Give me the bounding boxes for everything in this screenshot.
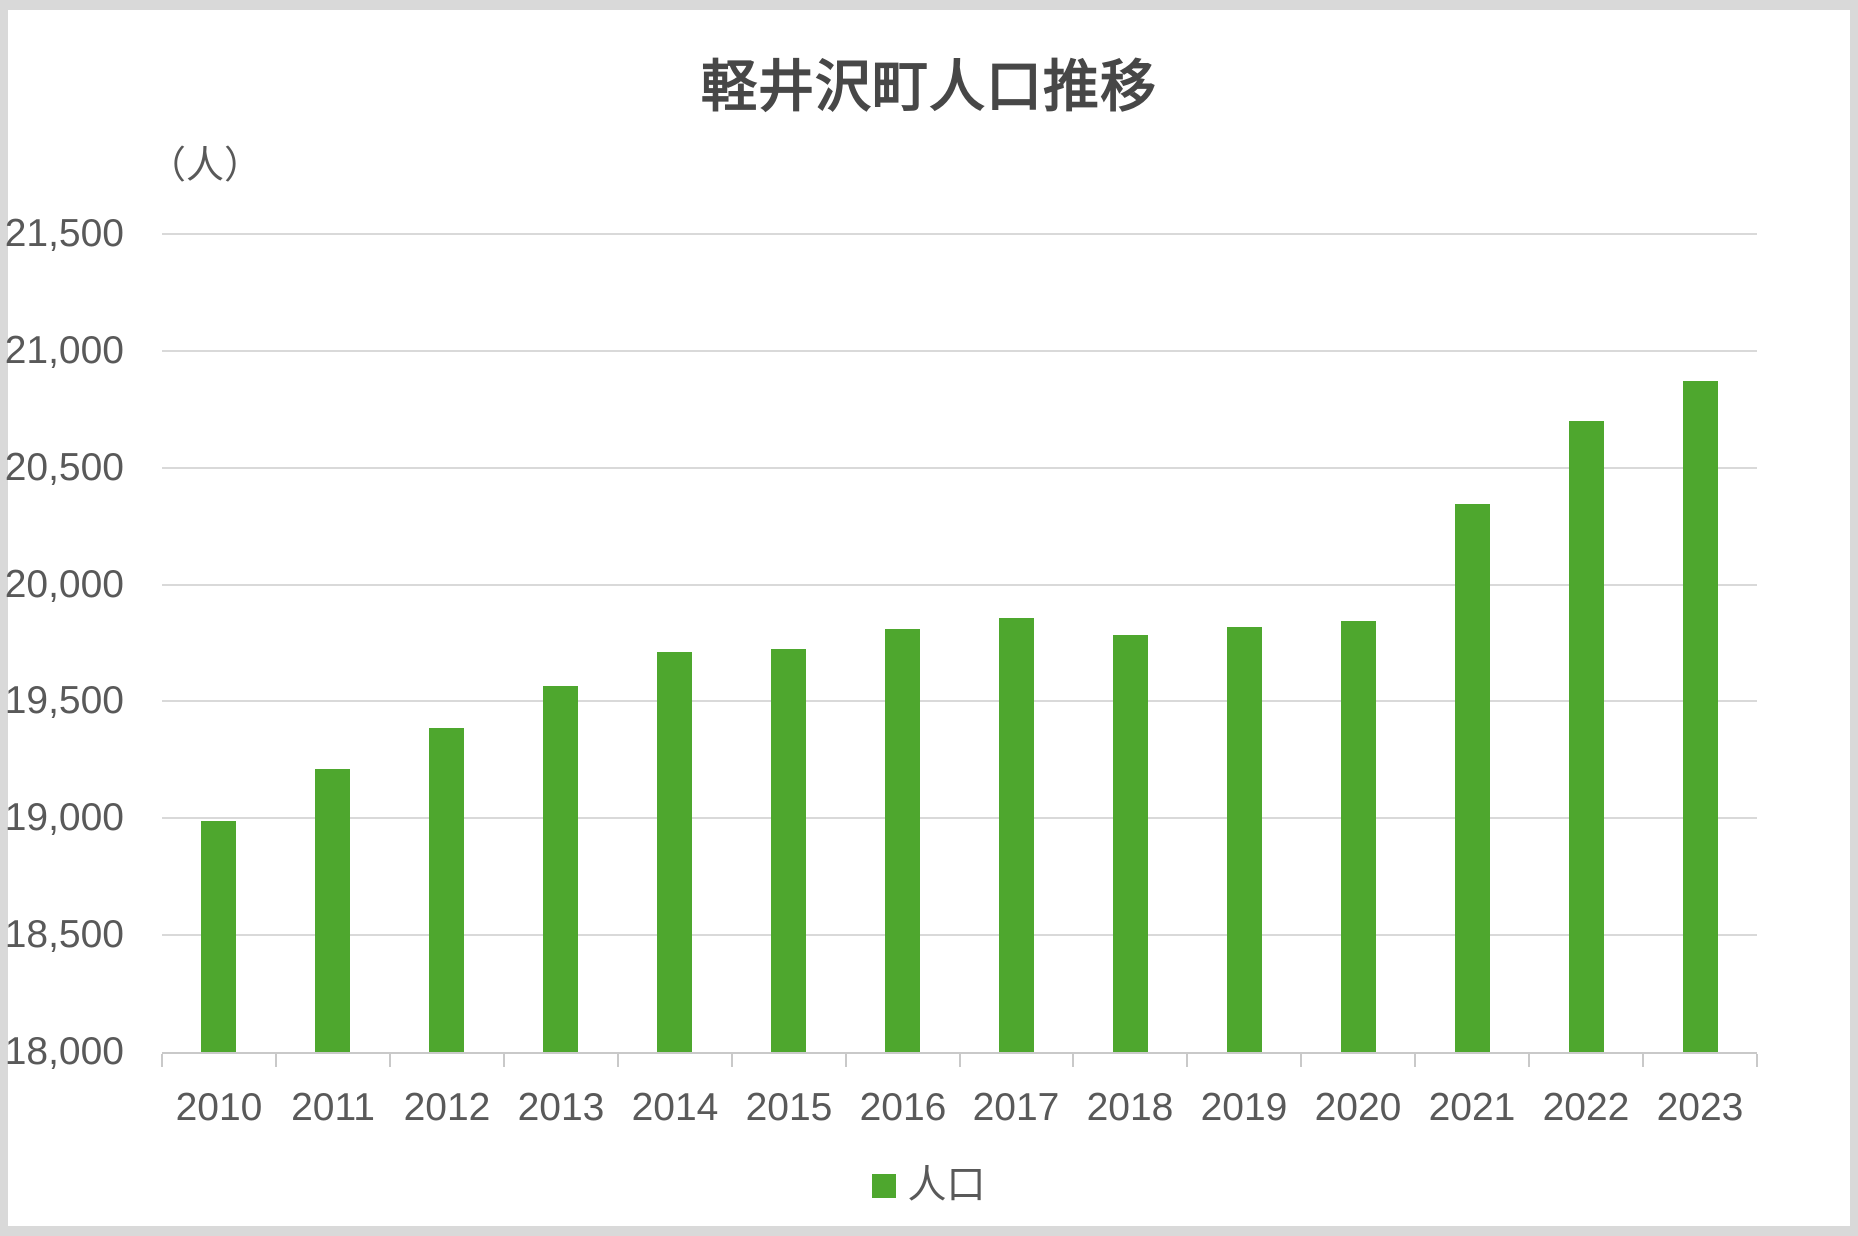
x-axis-tick: [275, 1054, 277, 1067]
gridline-20500: [162, 467, 1757, 469]
bar-2016: [885, 629, 920, 1052]
bar-2012: [429, 728, 464, 1052]
bar-2020: [1341, 621, 1376, 1052]
bar-2011: [315, 769, 350, 1052]
x-tick-label: 2012: [403, 1086, 491, 1129]
bar-2015: [771, 649, 806, 1052]
frame-border-top: [0, 0, 1858, 10]
x-tick-label: 2016: [859, 1086, 947, 1129]
legend-label: 人口: [907, 1164, 986, 1207]
chart-title: 軽井沢町人口推移: [701, 55, 1157, 118]
x-tick-label: 2015: [745, 1086, 833, 1129]
y-tick-label: 18,500: [4, 913, 124, 956]
x-tick-label: 2017: [972, 1086, 1060, 1129]
x-axis-tick: [161, 1054, 163, 1067]
legend: 人口: [0, 1166, 1858, 1206]
y-tick-label: 21,500: [4, 212, 124, 255]
legend-swatch: [872, 1174, 897, 1198]
y-axis-unit-label: （人）: [148, 145, 263, 187]
gridline-21000: [162, 350, 1757, 352]
x-tick-label: 2021: [1428, 1086, 1516, 1129]
bar-2019: [1227, 627, 1262, 1052]
bar-2021: [1455, 504, 1490, 1052]
gridline-19000: [162, 817, 1757, 819]
y-tick-label: 21,000: [4, 329, 124, 372]
x-axis-line: [162, 1052, 1757, 1054]
x-tick-label: 2011: [291, 1086, 375, 1129]
x-tick-label: 2022: [1542, 1086, 1630, 1129]
y-tick-label: 19,500: [4, 679, 124, 722]
bar-2017: [999, 618, 1034, 1052]
x-axis-tick: [617, 1054, 619, 1067]
gridline-18500: [162, 934, 1757, 936]
x-tick-label: 2013: [517, 1086, 605, 1129]
bar-2022: [1569, 421, 1604, 1052]
bar-2018: [1113, 635, 1148, 1052]
x-tick-label: 2010: [175, 1086, 263, 1129]
bar-2010: [201, 821, 236, 1052]
x-tick-label: 2019: [1200, 1086, 1288, 1129]
x-tick-label: 2014: [631, 1086, 719, 1129]
gridline-19500: [162, 700, 1757, 702]
bar-2014: [657, 652, 692, 1052]
x-axis-tick: [1414, 1054, 1416, 1067]
y-tick-label: 19,000: [4, 796, 124, 839]
x-tick-label: 2023: [1656, 1086, 1744, 1129]
x-axis-tick: [731, 1054, 733, 1067]
x-axis-tick: [959, 1054, 961, 1067]
frame-border-right: [1850, 0, 1858, 1236]
y-tick-label: 20,500: [4, 446, 124, 489]
x-axis-tick: [1300, 1054, 1302, 1067]
gridline-20000: [162, 584, 1757, 586]
x-axis-tick: [503, 1054, 505, 1067]
x-axis-tick: [389, 1054, 391, 1067]
frame-border-left: [0, 0, 8, 1236]
x-axis-tick: [1186, 1054, 1188, 1067]
x-axis-tick: [1072, 1054, 1074, 1067]
y-tick-label: 18,000: [4, 1030, 124, 1073]
x-axis-tick: [845, 1054, 847, 1067]
bar-2013: [543, 686, 578, 1052]
frame-border-bottom: [0, 1226, 1858, 1236]
gridline-21500: [162, 233, 1757, 235]
x-axis-tick: [1756, 1054, 1758, 1067]
bar-2023: [1683, 381, 1718, 1052]
x-tick-label: 2020: [1314, 1086, 1402, 1129]
x-axis-tick: [1642, 1054, 1644, 1067]
x-tick-label: 2018: [1086, 1086, 1174, 1129]
y-tick-label: 20,000: [4, 563, 124, 606]
x-axis-tick: [1528, 1054, 1530, 1067]
